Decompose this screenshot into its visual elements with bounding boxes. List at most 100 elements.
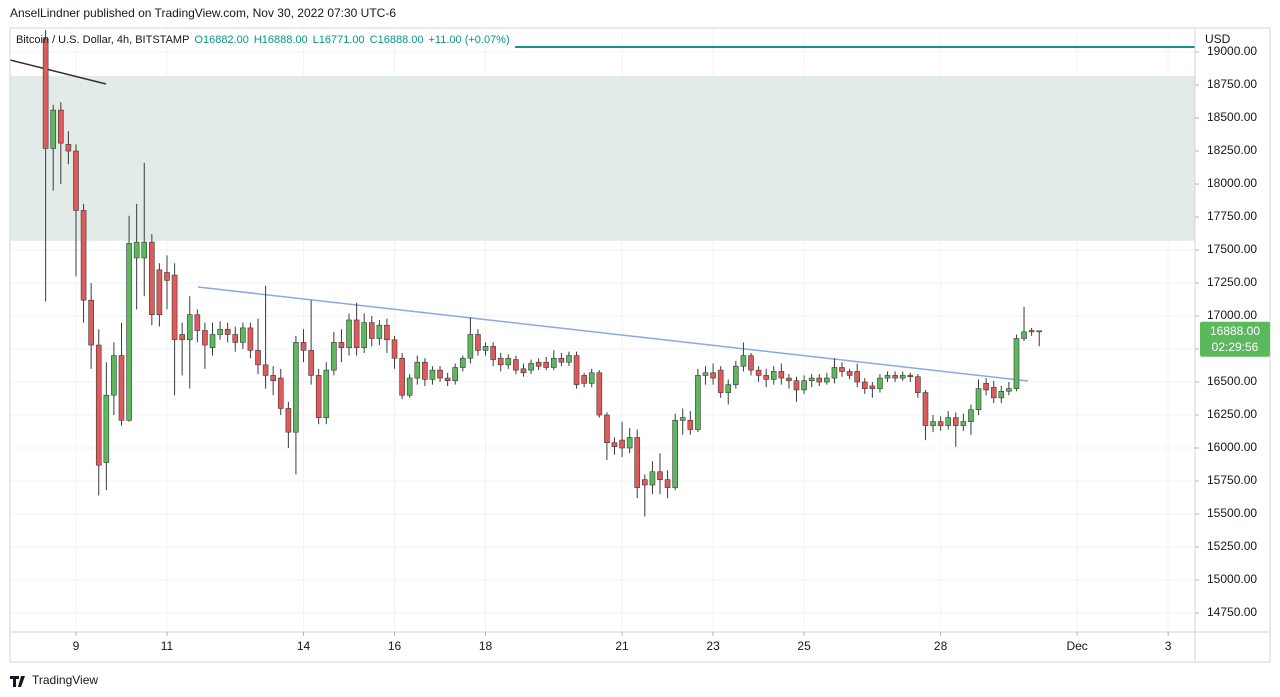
candle-body [793,380,800,391]
candle-body [149,241,155,315]
candle-body [323,369,330,418]
candle-body [422,361,428,380]
candle-body [990,386,997,399]
y-tick-label: 18250.00 [1207,143,1257,157]
candle-body [824,377,830,383]
candle-body [475,334,481,351]
ohlc-label: L16771.00 [313,34,365,46]
candle-body [308,350,314,376]
candle-body [535,361,542,367]
x-tick-label: 18 [479,639,493,653]
candle-body [50,109,57,149]
candle-body [384,324,390,341]
ohlc-label: +11.00 (+0.07%) [429,34,510,46]
candle-body [983,383,989,391]
candle-body [141,241,148,259]
candle-body [937,421,944,426]
candle-body [1006,388,1012,392]
candle-body [80,210,87,301]
x-tick-label: 28 [934,639,948,653]
candle-body [854,371,861,383]
y-tick-label: 17000.00 [1207,308,1257,322]
y-tick-label: 16000.00 [1207,440,1257,454]
candle-body [202,330,208,346]
candle-body [710,372,716,379]
candle-body [930,421,936,426]
candle-body [604,414,610,444]
candle-body [406,377,413,396]
candle-body [490,346,496,360]
candle-body [444,377,451,381]
candle-body [209,334,216,348]
ohlc-label: H16888.00 [254,34,308,46]
candle-body [717,369,724,393]
candle-body [611,442,618,447]
candle-body [960,421,967,426]
candle-body [300,342,307,351]
candle-body [733,365,739,385]
candle-body [164,272,170,281]
candle-body [763,375,769,380]
candle-body [770,371,777,380]
x-tick-label: 14 [297,639,311,653]
candle-body [346,319,352,348]
ohlc-label: O16882.00 [194,34,248,46]
countdown-label: 02:29:56 [1212,340,1259,354]
candle-body [588,372,595,384]
candle-body [831,367,838,379]
candle-body [338,342,345,348]
candle-body [808,377,815,381]
candle-body [740,355,747,367]
candle-body [315,375,322,418]
y-tick-label: 15250.00 [1207,539,1257,553]
x-tick-label: Dec [1066,639,1087,653]
footer-text: TradingView [32,673,98,687]
candle-body [497,357,504,366]
x-tick-label: 11 [161,639,174,653]
y-axis-label: USD [1205,32,1231,46]
y-tick-label: 19000.00 [1207,44,1257,58]
candle-body [975,388,982,411]
candle-body [277,377,284,409]
x-tick-label: 16 [388,639,402,653]
y-tick-label: 18500.00 [1207,110,1257,124]
candle-body [240,327,246,343]
candle-body [1013,338,1020,389]
candle-body [778,371,785,379]
candle-body [679,417,686,421]
candle-body [907,375,914,378]
zone [10,75,1195,241]
candle-body [755,369,762,376]
candle-body [376,324,383,339]
candle-body [482,346,489,351]
candle-body [649,471,656,486]
candle-body [892,375,898,379]
candle-body [619,439,625,449]
candle-body [566,355,572,363]
candle-body [869,385,876,389]
candle-body [801,380,807,391]
candle-body [672,419,678,488]
candle-body [247,327,254,351]
candle-body [505,357,512,366]
symbol-legend: Bitcoin / U.S. Dollar, 4h, BITSTAMP O1688… [16,34,510,46]
candle-body [687,419,694,430]
y-tick-label: 16500.00 [1207,374,1257,388]
candle-body [945,417,952,426]
candle-body [126,243,132,421]
candle-body [133,241,140,259]
candle-body [156,269,163,315]
candle-body [399,357,405,396]
candle-body [543,361,550,368]
candle-body [171,274,178,341]
candle-body [414,361,421,379]
candle-body [884,375,891,379]
candle-body [1036,330,1043,333]
candle-body [596,372,603,416]
publisher-note: AnselLindner published on TradingView.co… [10,6,396,20]
candle-body [361,322,367,348]
candle-body [634,437,641,488]
y-tick-label: 16250.00 [1207,407,1257,421]
x-tick-label: 21 [615,639,629,653]
